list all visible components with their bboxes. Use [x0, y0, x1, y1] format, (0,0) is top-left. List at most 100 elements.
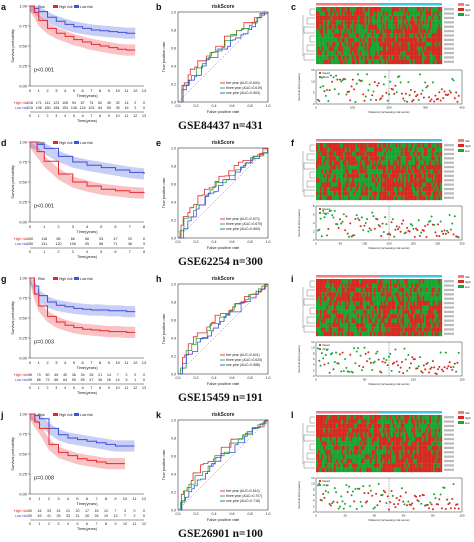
heatmap-cell: [400, 463, 403, 468]
heatmap-cell: [362, 195, 365, 201]
heatmap-cell: [420, 454, 423, 459]
heatmap-cell: [409, 292, 412, 297]
heatmap-cell: [400, 432, 403, 438]
heatmap-cell: [418, 173, 421, 179]
heatmap-cell: [371, 59, 374, 65]
survival-dot: [338, 218, 341, 221]
risk-table-label-high: High risk: [14, 373, 28, 377]
heatmap-cell: [393, 24, 396, 30]
dendrogram-branch: [303, 298, 315, 306]
heatmap-cell: [370, 467, 372, 473]
heatmap-cell: [332, 37, 335, 43]
heatmap-cell: [436, 454, 439, 459]
heatmap-cell: [337, 305, 340, 310]
heatmap-cell: [330, 432, 333, 438]
heatmap-cell: [398, 37, 401, 43]
heatmap-cell: [411, 423, 414, 429]
heatmap-cell: [398, 156, 401, 161]
heatmap-cell: [407, 195, 410, 201]
survival-dot: [340, 222, 343, 225]
heatmap-cell: [397, 445, 399, 451]
heatmap-cell: [357, 432, 360, 438]
heatmap-cell: [395, 423, 398, 429]
heatmap-cell: [393, 164, 396, 170]
risk-table-tick: 10: [116, 114, 120, 118]
heatmap-cell: [395, 195, 398, 201]
heatmap-cell: [397, 428, 399, 433]
heatmap-cell: [400, 143, 403, 148]
heatmap-cell: [343, 186, 345, 192]
heatmap-cell: [339, 182, 342, 187]
heatmap-cell: [337, 458, 340, 464]
heatmap-cell: [377, 143, 380, 148]
heatmap-cell: [416, 20, 419, 25]
heatmap-cell: [364, 182, 367, 187]
heatmap-cell: [398, 432, 401, 438]
y-tick-label: 1.00: [19, 276, 28, 281]
heatmap-cell: [323, 28, 326, 34]
survival-dot: [323, 216, 326, 219]
heatmap-cell: [389, 156, 392, 161]
heatmap-cell: [386, 292, 389, 297]
heatmap-cell: [382, 327, 385, 332]
heatmap-cell: [332, 279, 335, 284]
heatmap-cell: [418, 156, 421, 161]
heatmap-cell: [366, 15, 369, 21]
heatmap-cell: [393, 292, 396, 297]
survival-dot: [381, 94, 384, 97]
heatmap-cell: [418, 33, 421, 38]
heatmap-cell: [325, 11, 327, 16]
heatmap-cell: [425, 305, 428, 310]
heatmap-cell: [440, 15, 443, 21]
heatmap-cell: [393, 296, 396, 302]
heatmap-cell: [402, 445, 405, 451]
heatmap-cell: [343, 164, 345, 170]
survival-dot: [368, 357, 371, 360]
survival-dot: [418, 356, 421, 359]
heatmap-cell: [407, 46, 410, 51]
heatmap-cell: [341, 151, 344, 157]
heatmap-cell: [355, 46, 358, 51]
heatmap-cell: [418, 463, 421, 468]
heatmap-cell: [359, 33, 362, 38]
heatmap-cell: [404, 143, 407, 148]
heatmap-cell: [413, 186, 416, 192]
heatmap-cell: [404, 415, 407, 420]
heatmap-cell: [335, 450, 338, 455]
heatmap-cell: [316, 151, 318, 157]
scatter-x-tick: 50: [339, 242, 343, 246]
survival-dot: [318, 100, 321, 103]
heatmap-cell: [440, 436, 443, 442]
heatmap-cell: [380, 305, 383, 310]
heatmap-cell: [346, 164, 349, 170]
heatmap-cell: [359, 287, 362, 293]
heatmap-cell: [334, 15, 336, 21]
heatmap-cell: [395, 164, 398, 170]
heatmap-cell: [368, 20, 371, 25]
heatmap-cell: [325, 182, 327, 187]
dendrogram-branch: [303, 26, 315, 34]
dot-legend-dead: [318, 343, 322, 347]
survival-dot: [326, 348, 329, 351]
heatmap-cell: [341, 11, 344, 16]
legend-label-high: High risk: [59, 141, 73, 145]
survival-dot: [366, 500, 369, 503]
survival-dot: [347, 90, 350, 93]
heatmap-cell: [411, 15, 414, 21]
risk-table-low-count: 59: [72, 378, 76, 382]
dot-legend-alive: [318, 347, 322, 351]
heatmap-cell: [384, 182, 387, 187]
heatmap-cell: [380, 55, 383, 60]
heatmap-cell: [361, 467, 363, 473]
heatmap-cell: [332, 15, 335, 21]
heatmap-cell: [407, 428, 410, 433]
heatmap-cell: [388, 463, 390, 468]
heatmap-cell: [323, 318, 326, 323]
heatmap-cell: [416, 279, 419, 284]
heatmap-cell: [433, 11, 435, 16]
scatter-x-tick: 200: [411, 242, 416, 246]
heatmap-cell: [402, 279, 405, 284]
heatmap-cell: [433, 55, 435, 60]
heatmap-cell: [433, 42, 435, 47]
heatmap-cell: [429, 46, 432, 51]
